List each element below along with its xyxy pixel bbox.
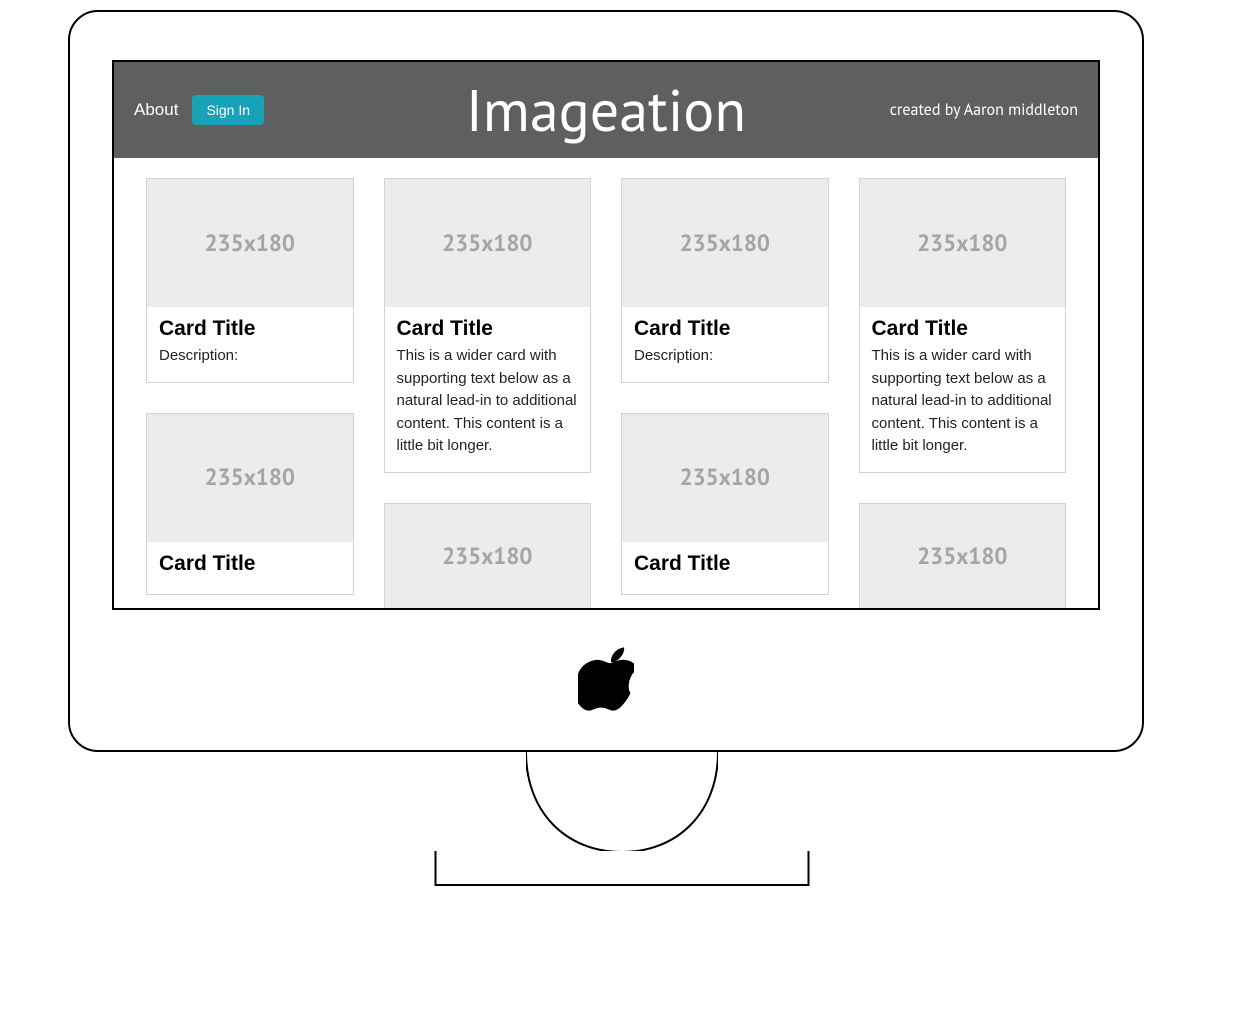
column-3: 235x180 Card Title Description: 235x180 … [621,178,829,608]
card[interactable]: 235x180 Card Title [621,413,829,595]
card-image-placeholder: 235x180 [385,179,591,307]
card-body: Card Title [147,542,353,594]
column-2: 235x180 Card Title This is a wider card … [384,178,592,608]
card-title: Card Title [634,317,816,341]
screen-viewport: About Sign In Imageation created by Aaro… [112,60,1100,610]
card-image-placeholder: 235x180 [385,504,591,609]
card-image-placeholder: 235x180 [622,179,828,307]
card-body: Card Title This is a wider card with sup… [860,307,1066,472]
card-title: Card Title [397,317,579,341]
card[interactable]: 235x180 [859,503,1067,609]
header-left: About Sign In [134,95,264,125]
card[interactable]: 235x180 Card Title This is a wider card … [859,178,1067,473]
card-image-placeholder: 235x180 [147,179,353,307]
monitor-stand-neck [526,752,718,852]
card[interactable]: 235x180 Card Title Description: [146,178,354,383]
card[interactable]: 235x180 Card Title This is a wider card … [384,178,592,473]
card-image-placeholder: 235x180 [147,414,353,542]
about-link[interactable]: About [134,100,178,120]
card-body: Card Title Description: [622,307,828,382]
card-image-placeholder: 235x180 [860,179,1066,307]
content-area: 235x180 Card Title Description: 235x180 … [114,158,1098,608]
card[interactable]: 235x180 [384,503,592,609]
card-title: Card Title [159,317,341,341]
card-title: Card Title [159,552,341,576]
card-image-placeholder: 235x180 [622,414,828,542]
card-body: Card Title This is a wider card with sup… [385,307,591,472]
monitor-stand-base [434,851,809,886]
credit-text: created by Aaron middleton [890,100,1078,120]
card[interactable]: 235x180 Card Title [146,413,354,595]
column-1: 235x180 Card Title Description: 235x180 … [146,178,354,608]
card-title: Card Title [872,317,1054,341]
card-description: This is a wider card with supporting tex… [872,345,1054,458]
column-4: 235x180 Card Title This is a wider card … [859,178,1067,608]
card-image-placeholder: 235x180 [860,504,1066,609]
card[interactable]: 235x180 Card Title Description: [621,178,829,383]
card-description: Description: [159,345,341,368]
card-description: This is a wider card with supporting tex… [397,345,579,458]
card-description: Description: [634,345,816,368]
monitor-frame: About Sign In Imageation created by Aaro… [68,10,1144,752]
card-columns: 235x180 Card Title Description: 235x180 … [146,178,1066,608]
apple-logo-icon [578,642,634,712]
card-body: Card Title [622,542,828,594]
signin-button[interactable]: Sign In [192,95,264,125]
app-header: About Sign In Imageation created by Aaro… [114,62,1098,158]
card-body: Card Title Description: [147,307,353,382]
card-title: Card Title [634,552,816,576]
